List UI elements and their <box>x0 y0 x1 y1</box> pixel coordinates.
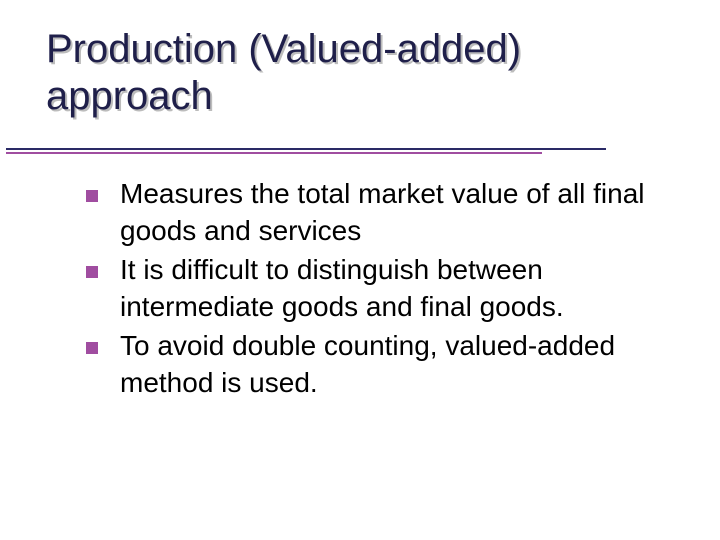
slide: Production (Valued-added) approach Produ… <box>0 0 720 540</box>
bullet-text: Measures the total market value of all f… <box>120 176 680 250</box>
list-item: Measures the total market value of all f… <box>86 176 680 250</box>
list-item: It is difficult to distinguish between i… <box>86 252 680 326</box>
title-block: Production (Valued-added) approach Produ… <box>46 26 680 120</box>
underline-long <box>6 148 606 150</box>
bullet-list: Measures the total market value of all f… <box>46 176 680 402</box>
square-bullet-icon <box>86 342 98 354</box>
title-underline <box>6 148 718 154</box>
list-item: To avoid double counting, valued-added m… <box>86 328 680 402</box>
square-bullet-icon <box>86 266 98 278</box>
bullet-text: To avoid double counting, valued-added m… <box>120 328 680 402</box>
bullet-text: It is difficult to distinguish between i… <box>120 252 680 326</box>
underline-short <box>6 152 542 154</box>
slide-title: Production (Valued-added) approach <box>46 26 680 120</box>
square-bullet-icon <box>86 190 98 202</box>
